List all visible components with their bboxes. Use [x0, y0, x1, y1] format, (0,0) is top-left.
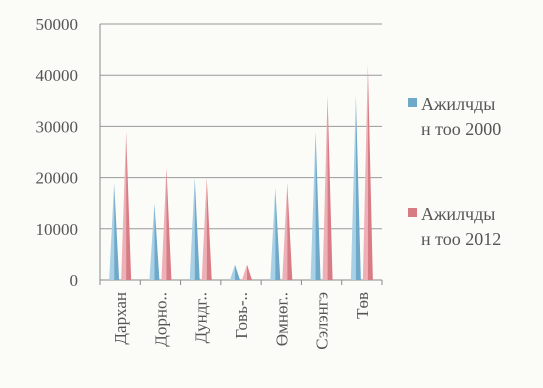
bar-2012 — [242, 264, 252, 280]
legend-label-2012-line2: н тоо 2012 — [421, 229, 502, 249]
bar-2000 — [109, 182, 120, 280]
y-tick-label: 10000 — [36, 220, 79, 239]
bar-2000 — [230, 264, 240, 280]
x-tick-label: Говь-.. — [232, 292, 251, 339]
x-tick-label: Сэлэнгэ — [313, 292, 332, 350]
y-tick-label: 20000 — [36, 169, 79, 188]
legend-swatch-2012 — [408, 208, 417, 217]
bar-2012 — [121, 131, 132, 280]
legend-label-2000-line2: н тоо 2000 — [421, 119, 502, 139]
x-tick-label: Дорно.. — [151, 292, 170, 347]
bar-2012 — [362, 64, 373, 281]
bar-2000 — [189, 177, 200, 280]
bar-2000 — [310, 131, 321, 280]
x-tick-label: Өмнөг.. — [272, 292, 291, 346]
bar-2000 — [350, 95, 361, 281]
x-tick-label: Дундг.. — [192, 292, 211, 343]
y-tick-label: 40000 — [36, 66, 79, 85]
bar-2012 — [282, 182, 293, 280]
legend-label-2012-line1: Ажилчды — [421, 204, 496, 224]
y-tick-label: 0 — [70, 271, 79, 290]
bar-2012 — [322, 95, 333, 281]
bar-2000 — [270, 187, 281, 280]
bar-2012 — [161, 167, 172, 280]
legend-swatch-2000 — [408, 98, 417, 107]
x-tick-label: Төв — [353, 292, 372, 319]
legend-label-2000-line1: Ажилчды — [421, 94, 496, 114]
x-tick-label: Дархан — [111, 292, 130, 345]
bar-2000 — [149, 203, 160, 280]
bar-2012 — [201, 177, 212, 280]
y-tick-label: 50000 — [36, 15, 79, 34]
y-tick-label: 30000 — [36, 117, 79, 136]
